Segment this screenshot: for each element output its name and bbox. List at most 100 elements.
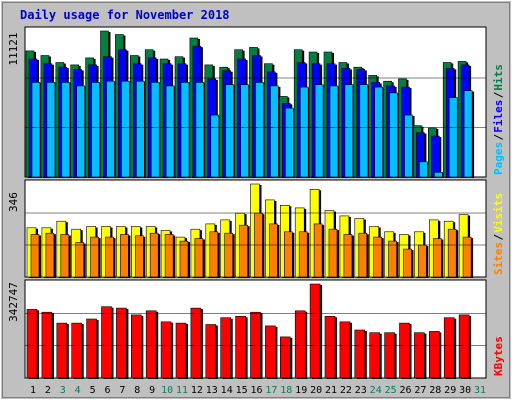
bar-pages-day-14 [225,84,234,178]
day-label-28: 28 [429,385,441,396]
bar-kbytes-day-23 [354,329,366,379]
bar-kbytes-day-2 [41,311,53,379]
day-label-13: 13 [206,385,218,396]
bar-kbytes-day-8 [131,314,142,379]
bar-kbytes-day-24 [369,332,381,379]
bar-sites-day-7 [120,234,129,278]
bar-pages-day-25 [389,92,398,178]
bar-sites-day-2 [45,232,55,278]
bar-kbytes-day-20 [309,283,321,379]
bar-sites-day-8 [135,235,144,278]
day-label-11: 11 [176,385,188,396]
bar-pages-day-24 [374,86,384,178]
bar-kbytes-day-19 [294,310,306,379]
bar-pages-day-19 [299,86,309,178]
bar-kbytes-day-14 [220,317,231,379]
bar-pages-day-21 [329,85,339,178]
bar-sites-day-9 [149,232,159,278]
day-label-25: 25 [385,385,397,396]
bar-pages-day-2 [46,82,56,178]
bar-kbytes-day-7 [116,307,127,379]
bar-pages-day-8 [136,80,145,178]
bar-sites-day-11 [179,240,189,278]
bar-pages-day-26 [404,114,413,178]
bar-pages-day-15 [240,84,249,178]
day-label-16: 16 [250,385,262,396]
bar-kbytes-day-17 [265,325,276,379]
bar-kbytes-day-28 [428,331,440,379]
day-label-20: 20 [310,385,322,396]
day-label-18: 18 [280,385,292,396]
day-label-29: 29 [444,385,456,396]
bar-sites-day-26 [403,248,412,278]
bar-sites-day-19 [298,231,308,278]
day-label-26: 26 [399,385,411,396]
day-label-17: 17 [265,385,277,396]
bar-pages-day-1 [31,82,41,178]
bar-sites-day-28 [432,238,442,278]
bar-kbytes-day-4 [71,322,82,379]
bar-kbytes-day-12 [190,307,202,379]
panel-visits-sites: 346 Sites/Visits [7,179,505,278]
day-label-7: 7 [119,385,125,396]
day-label-23: 23 [355,385,367,396]
bar-kbytes-day-16 [250,311,261,379]
legend-files: Files [492,100,505,133]
bar-sites-day-17 [269,223,278,278]
bar-sites-day-22 [343,234,353,278]
bar-pages-day-6 [106,80,115,178]
bar-sites-day-10 [164,234,174,278]
day-label-5: 5 [90,385,96,396]
legend-pages: Pages [492,142,505,175]
bar-kbytes-day-5 [86,318,97,379]
panel-0-legend-sep-3: / [492,91,505,98]
chart-title: Daily usage for November 2018 [20,8,230,22]
ymax-label-visits: 346 [7,192,20,212]
bar-kbytes-day-13 [205,324,217,379]
day-label-15: 15 [236,385,248,396]
bar-sites-day-1 [30,234,40,278]
ymax-label-hits: 11121 [7,32,20,65]
day-label-19: 19 [295,385,307,396]
day-label-9: 9 [149,385,155,396]
bar-sites-day-18 [283,231,293,278]
bar-sites-day-4 [75,242,84,278]
bar-pages-day-11 [180,82,190,178]
panel-0-legend-sep-1: / [492,134,505,141]
day-label-2: 2 [45,385,51,396]
bar-kbytes-day-15 [235,315,246,379]
bar-kbytes-day-26 [399,322,410,379]
legend-kbytes: KBytes [492,336,505,376]
day-labels: 1 2 3 4 5 6 7 8 9 10 11 12 13 14 15 16 17 18 19 20 21 22 23 24 2… [30,385,486,396]
day-label-10: 10 [161,385,173,396]
day-label-8: 8 [134,385,140,396]
ymax-label-kbytes: 342747 [7,282,20,322]
bar-sites-day-21 [328,228,338,278]
bar-sites-day-27 [418,244,427,278]
bar-pages-day-9 [150,82,160,178]
day-label-3: 3 [60,385,66,396]
bar-kbytes-day-3 [56,322,68,379]
panel-kbytes: 342747 KBytes [7,279,505,379]
bar-kbytes-day-22 [339,321,351,379]
bar-pages-day-13 [210,114,220,178]
bar-kbytes-day-29 [443,317,455,379]
bar-sites-day-25 [388,240,397,278]
day-label-12: 12 [191,385,203,396]
day-label-21: 21 [325,385,337,396]
bar-pages-day-5 [91,82,100,178]
bar-pages-day-12 [195,82,205,178]
bar-pages-day-27 [419,161,428,178]
day-label-22: 22 [340,385,352,396]
bar-pages-day-30 [463,90,473,178]
bar-kbytes-day-6 [101,306,112,379]
bar-kbytes-day-27 [414,332,425,379]
day-label-1: 1 [30,385,36,396]
day-label-4: 4 [75,385,81,396]
bar-pages-day-3 [61,82,71,178]
panel-1-legend-sep-1: / [492,234,505,241]
